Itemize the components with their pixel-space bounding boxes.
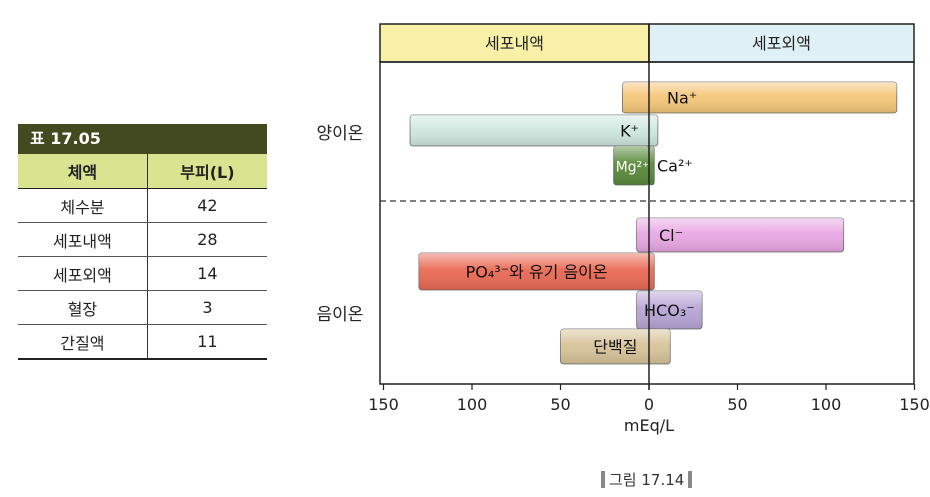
bar-highlight	[636, 218, 844, 252]
x-tick-label: 50	[727, 395, 747, 414]
bar-label: Mg²⁺	[616, 160, 650, 176]
bar-group: K⁺	[409, 114, 659, 147]
table-cell-fluid: 세포외액	[18, 256, 148, 291]
bar-label: Cl⁻	[659, 226, 683, 245]
table-header-volume: 부피(L)	[147, 154, 267, 189]
table-cell-fluid: 체수분	[18, 188, 148, 223]
bar-group: 단백질	[560, 328, 671, 365]
x-tick-label: 50	[550, 395, 570, 414]
caption-right-mark	[688, 471, 693, 488]
table-row: 세포외액 14	[18, 256, 267, 291]
group-label-anion: 음이온	[317, 305, 364, 325]
table-row: 간질액 11	[18, 324, 267, 360]
bar-group: Na⁺	[622, 81, 898, 114]
table-row: 세포내액 28	[18, 222, 267, 257]
bar-label: Ca²⁺	[657, 157, 693, 176]
x-tick-label: 150	[899, 395, 930, 414]
group-label-cation: 양이온	[317, 124, 364, 144]
bar-group: Ca²⁺	[648, 145, 693, 186]
x-tick-label: 150	[368, 395, 399, 414]
bar-highlight	[649, 146, 655, 185]
table-header-row: 체액 부피(L)	[18, 154, 267, 189]
table-cell-volume: 42	[147, 188, 267, 223]
bar-label: K⁺	[620, 122, 639, 141]
x-tick-label: 0	[644, 395, 654, 414]
ticks-layer: 150 100 50 0 50 100 150	[368, 384, 930, 414]
intracellular-header-label: 세포내액	[485, 34, 544, 53]
bar-label: Na⁺	[667, 89, 697, 108]
table-row: 체수분 42	[18, 188, 267, 223]
bar-group: Mg²⁺	[613, 145, 650, 186]
caption-text: 그림 17.14	[609, 471, 685, 489]
bar-highlight	[560, 329, 671, 364]
bar-label: 단백질	[593, 338, 637, 357]
bar-highlight	[418, 253, 655, 290]
bar-highlight	[622, 82, 897, 113]
bar-label: HCO₃⁻	[644, 301, 695, 320]
table-row: 혈장 3	[18, 290, 267, 325]
bar-group: PO₄³⁻와 유기 음이온	[418, 252, 655, 291]
table-cell-fluid: 간질액	[18, 324, 148, 360]
plot-frame	[379, 61, 915, 385]
table-title: 표 17.05	[18, 124, 267, 154]
x-tick-label: 100	[457, 395, 488, 414]
table-cell-volume: 28	[147, 222, 267, 257]
body-fluid-table: 표 17.05 체액 부피(L) 체수분 42 세포내액 28 세포외액 14 …	[18, 124, 267, 360]
extracellular-header-box	[648, 23, 915, 63]
bar-group: Cl⁻	[636, 217, 845, 253]
caption-left-mark	[601, 471, 605, 488]
intracellular-header-box	[379, 23, 650, 63]
bar-label: PO₄³⁻와 유기 음이온	[466, 263, 608, 282]
bar-highlight	[613, 146, 649, 185]
bars-layer: Na⁺ K⁺ Mg²⁺ Ca²⁺ Cl⁻ PO₄³⁻와 유기 음이온 HCO₃⁻ 단백질	[409, 81, 898, 365]
figure-caption: 그림 17.14	[597, 469, 696, 490]
table-cell-volume: 11	[147, 324, 267, 360]
bar-highlight	[636, 291, 703, 329]
table-cell-volume: 3	[147, 290, 267, 325]
table-cell-fluid: 세포내액	[18, 222, 148, 257]
x-axis-label: mEq/L	[624, 416, 674, 435]
table-cell-volume: 14	[147, 256, 267, 291]
x-tick-label: 100	[811, 395, 842, 414]
table-header-fluid: 체액	[18, 154, 148, 189]
table-cell-fluid: 혈장	[18, 290, 148, 325]
bar-group: HCO₃⁻	[636, 290, 703, 330]
extracellular-header-label: 세포외액	[752, 34, 811, 53]
bar-highlight	[410, 115, 658, 146]
